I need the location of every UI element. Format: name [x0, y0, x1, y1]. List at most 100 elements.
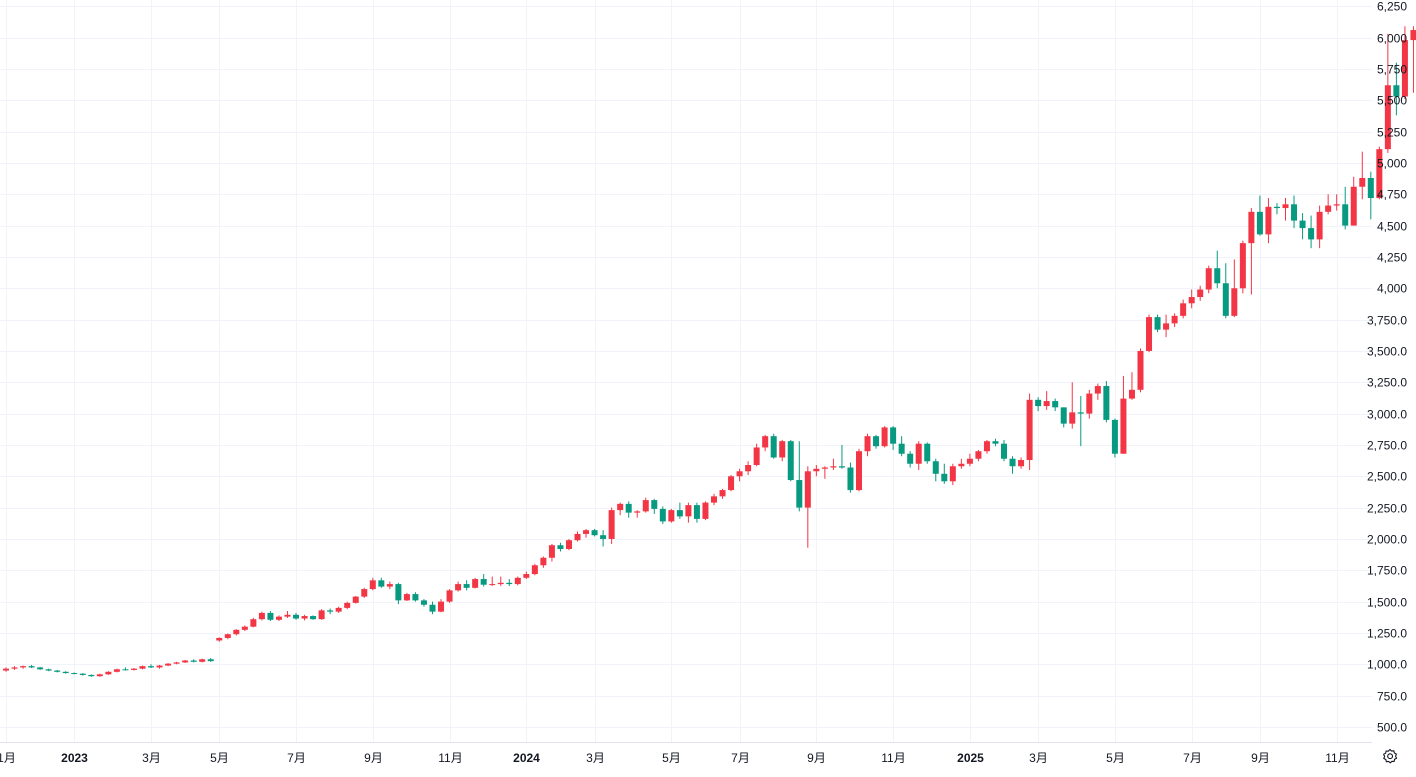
candle[interactable]: [1367, 171, 1374, 220]
candle[interactable]: [1111, 418, 1118, 458]
candle[interactable]: [130, 668, 137, 671]
candle[interactable]: [770, 433, 777, 459]
candle[interactable]: [864, 433, 871, 457]
candle[interactable]: [182, 659, 189, 664]
candle[interactable]: [1154, 314, 1161, 333]
candle[interactable]: [11, 666, 18, 670]
candle[interactable]: [787, 439, 794, 482]
candle[interactable]: [728, 475, 735, 492]
candle[interactable]: [224, 633, 231, 640]
candle[interactable]: [113, 668, 120, 673]
candle[interactable]: [506, 579, 513, 586]
candle[interactable]: [1350, 176, 1357, 226]
candle[interactable]: [318, 609, 325, 620]
candle[interactable]: [1197, 285, 1204, 301]
candles[interactable]: [3, 10, 1416, 677]
candle[interactable]: [45, 668, 52, 672]
candle[interactable]: [412, 592, 419, 602]
candle[interactable]: [514, 576, 521, 586]
candle[interactable]: [1077, 396, 1084, 447]
candle[interactable]: [1291, 195, 1298, 229]
candle[interactable]: [250, 617, 257, 628]
candle[interactable]: [941, 463, 948, 484]
candle[interactable]: [327, 608, 334, 615]
candle[interactable]: [62, 671, 69, 674]
candle[interactable]: [1333, 194, 1340, 211]
candle[interactable]: [1171, 313, 1178, 328]
candle[interactable]: [548, 543, 555, 562]
candle[interactable]: [617, 502, 624, 516]
candle[interactable]: [1265, 198, 1272, 244]
candle[interactable]: [1376, 146, 1383, 200]
candle[interactable]: [395, 582, 402, 605]
candle[interactable]: [1205, 265, 1212, 294]
candle[interactable]: [361, 587, 368, 598]
candle[interactable]: [20, 665, 27, 669]
candle[interactable]: [284, 611, 291, 618]
candle[interactable]: [693, 502, 700, 523]
candle[interactable]: [1188, 289, 1195, 309]
candle[interactable]: [1273, 203, 1280, 215]
candle[interactable]: [369, 577, 376, 591]
candle[interactable]: [216, 637, 223, 642]
candle[interactable]: [233, 629, 240, 636]
candle[interactable]: [105, 671, 112, 675]
candle[interactable]: [1239, 240, 1246, 294]
candle[interactable]: [745, 461, 752, 476]
candle[interactable]: [1393, 62, 1400, 116]
candle[interactable]: [1060, 407, 1067, 428]
candle[interactable]: [1410, 26, 1416, 93]
candle[interactable]: [651, 498, 658, 514]
candle[interactable]: [489, 576, 496, 586]
candle[interactable]: [796, 441, 803, 512]
candle[interactable]: [1035, 397, 1042, 412]
candle[interactable]: [1342, 186, 1349, 230]
candle[interactable]: [344, 601, 351, 610]
candle[interactable]: [915, 441, 922, 471]
candle[interactable]: [600, 530, 607, 547]
candle[interactable]: [540, 556, 547, 568]
candle[interactable]: [574, 531, 581, 542]
candle[interactable]: [148, 664, 155, 669]
candle[interactable]: [352, 595, 359, 604]
candle[interactable]: [1103, 381, 1110, 423]
candle[interactable]: [241, 625, 248, 632]
candle[interactable]: [685, 502, 692, 523]
candle[interactable]: [480, 574, 487, 587]
candle[interactable]: [557, 542, 564, 552]
candle[interactable]: [702, 501, 709, 521]
price-axis[interactable]: 500.0 750.0 1,000.0 1,250.0 1,500.0 1,750.0 2,…: [1367, 0, 1407, 735]
candle[interactable]: [455, 581, 462, 592]
candle[interactable]: [873, 434, 880, 449]
candle[interactable]: [753, 443, 760, 467]
candle[interactable]: [924, 442, 931, 464]
candle[interactable]: [710, 493, 717, 506]
candle[interactable]: [1018, 457, 1025, 469]
candle[interactable]: [1052, 398, 1059, 412]
candle[interactable]: [983, 439, 990, 454]
candle[interactable]: [1308, 215, 1315, 249]
candle[interactable]: [1248, 208, 1255, 295]
candle[interactable]: [634, 510, 641, 518]
candle[interactable]: [659, 506, 666, 524]
candle[interactable]: [28, 664, 35, 669]
candle[interactable]: [958, 458, 965, 469]
candle[interactable]: [1222, 263, 1229, 319]
candle[interactable]: [122, 667, 129, 671]
time-axis[interactable]: 1月 2023 3月 5月 7月 9月 11月 2024 3月 5月 7月 9月 11月 2025 3月 5月…: [0, 751, 1350, 765]
candle[interactable]: [37, 666, 44, 670]
candle[interactable]: [779, 439, 786, 462]
candle[interactable]: [429, 601, 436, 615]
candle[interactable]: [625, 501, 632, 518]
candle[interactable]: [275, 615, 282, 622]
candle[interactable]: [1001, 439, 1008, 462]
candle[interactable]: [301, 614, 308, 621]
chart-settings-button[interactable]: [1377, 744, 1403, 770]
candle[interactable]: [1026, 393, 1033, 471]
candle[interactable]: [173, 661, 180, 665]
candle[interactable]: [583, 528, 590, 538]
candle[interactable]: [386, 581, 393, 590]
candle[interactable]: [907, 451, 914, 468]
